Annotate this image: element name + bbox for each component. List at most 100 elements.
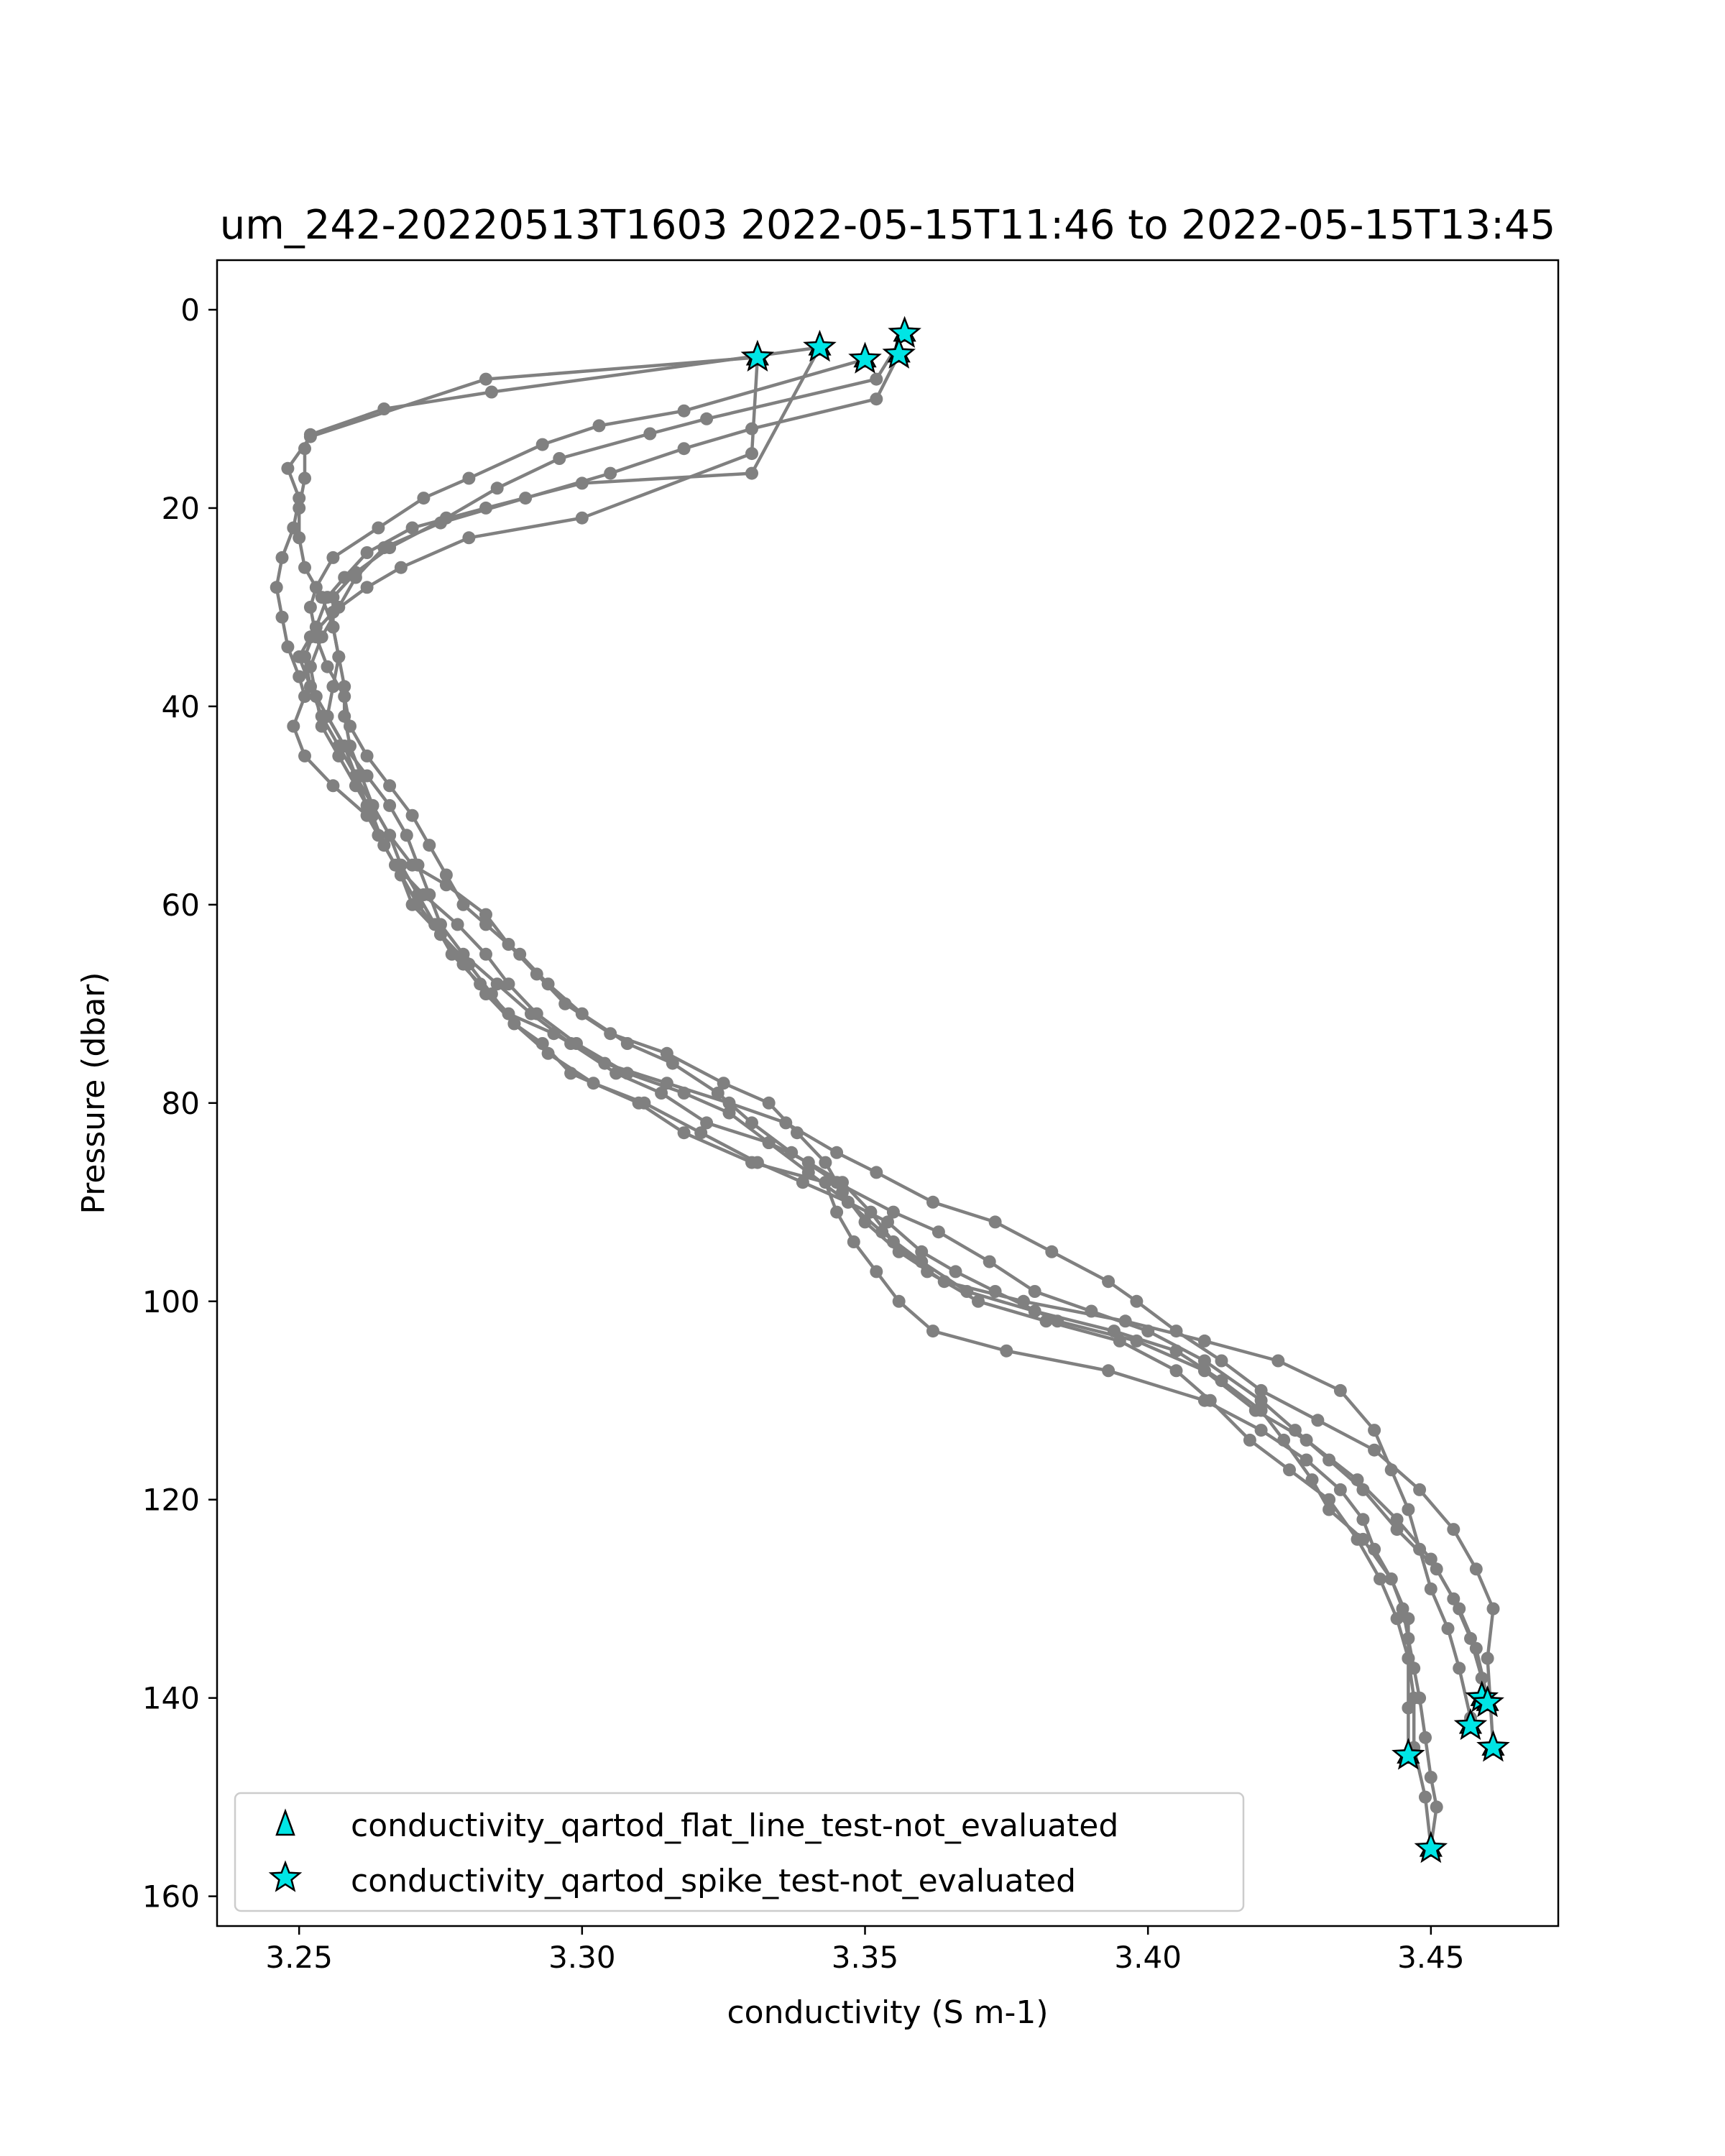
profile-point bbox=[1305, 1473, 1319, 1487]
profile-point bbox=[338, 680, 351, 694]
profile-point bbox=[332, 650, 346, 663]
profile-point bbox=[349, 571, 362, 584]
profile-point bbox=[293, 531, 306, 545]
y-tick-label: 20 bbox=[162, 491, 200, 526]
profile-point bbox=[1271, 1354, 1285, 1368]
profile-point bbox=[988, 1285, 1002, 1298]
profile-point bbox=[1283, 1463, 1296, 1477]
y-tick-label: 160 bbox=[142, 1879, 200, 1915]
profile-point bbox=[660, 1077, 673, 1090]
profile-point bbox=[326, 680, 340, 694]
profile-point bbox=[886, 1205, 900, 1219]
profile-point bbox=[575, 476, 589, 490]
spike-flag-marker bbox=[1476, 1730, 1510, 1762]
profile-point bbox=[1469, 1641, 1483, 1655]
profile-point bbox=[535, 1037, 549, 1050]
profile-point bbox=[1254, 1393, 1268, 1407]
profile-point bbox=[819, 1176, 832, 1189]
profile-point bbox=[287, 719, 300, 733]
profile-point bbox=[841, 1195, 855, 1209]
profile-point bbox=[490, 977, 504, 991]
legend: conductivity_qartod_flat_line_test-not_e… bbox=[234, 1792, 1245, 1912]
profile-point bbox=[1384, 1572, 1398, 1586]
plot-frame bbox=[216, 259, 1560, 1927]
profile-point bbox=[570, 1037, 583, 1050]
profile-point bbox=[932, 1225, 945, 1239]
profile-point bbox=[298, 650, 311, 663]
profile-point bbox=[1407, 1691, 1421, 1705]
profile-point bbox=[315, 630, 328, 644]
profile-point bbox=[383, 779, 397, 793]
profile-point bbox=[293, 501, 306, 515]
profile-point bbox=[349, 769, 362, 783]
profile-point bbox=[1447, 1523, 1460, 1537]
profile-point bbox=[1351, 1473, 1364, 1487]
profile-point bbox=[451, 918, 464, 931]
profile-point bbox=[553, 452, 566, 465]
x-tick-label: 3.25 bbox=[265, 1940, 333, 1975]
profile-point bbox=[405, 521, 419, 535]
profile-point bbox=[677, 1087, 691, 1100]
profile-point bbox=[360, 546, 374, 559]
profile-point bbox=[575, 511, 589, 525]
profile-point bbox=[1402, 1651, 1415, 1665]
profile-point bbox=[677, 442, 691, 456]
profile-point bbox=[383, 798, 397, 812]
profile-point bbox=[1215, 1374, 1228, 1388]
profile-point bbox=[1028, 1304, 1041, 1318]
profile-point bbox=[321, 591, 334, 604]
profile-point bbox=[303, 680, 317, 694]
profile-point bbox=[1384, 1463, 1398, 1477]
profile-point bbox=[293, 670, 306, 683]
profile-point bbox=[287, 521, 300, 535]
profile-point bbox=[303, 660, 317, 673]
profile-point bbox=[610, 1067, 623, 1080]
profile-point bbox=[366, 808, 380, 822]
profile-point bbox=[1197, 1364, 1211, 1378]
profile-point bbox=[1486, 1602, 1500, 1616]
profile-point bbox=[1419, 1790, 1432, 1804]
profile-point bbox=[655, 1087, 668, 1100]
profile-point bbox=[1203, 1393, 1217, 1407]
profile-point bbox=[445, 947, 459, 961]
profile-point bbox=[303, 630, 317, 644]
profile-point bbox=[666, 1056, 679, 1070]
profile-point bbox=[660, 1046, 673, 1060]
legend-box bbox=[234, 1792, 1245, 1912]
profile-point bbox=[1197, 1354, 1211, 1368]
spike-flag-marker bbox=[882, 336, 916, 369]
profile-point bbox=[677, 404, 691, 418]
profile-point bbox=[1419, 1731, 1432, 1744]
y-axis-label: Pressure (dbar) bbox=[75, 972, 112, 1214]
profile-point bbox=[1311, 1414, 1325, 1427]
profile-point bbox=[745, 447, 758, 461]
profile-point bbox=[281, 640, 295, 654]
legend-star-icon bbox=[268, 1860, 303, 1892]
profile-point bbox=[1430, 1800, 1443, 1814]
profile-point bbox=[1464, 1631, 1477, 1645]
profile-point bbox=[1424, 1582, 1438, 1595]
profile-point bbox=[638, 1096, 651, 1110]
profile-point bbox=[830, 1205, 844, 1219]
profile-point bbox=[1254, 1424, 1268, 1437]
profile-point bbox=[1085, 1304, 1098, 1318]
profile-point bbox=[937, 1275, 951, 1289]
profile-point bbox=[372, 829, 385, 842]
profile-point bbox=[1407, 1662, 1421, 1675]
profile-point bbox=[326, 620, 340, 634]
profile-point bbox=[439, 878, 453, 892]
profile-point bbox=[1333, 1483, 1347, 1496]
profile-point bbox=[1102, 1275, 1116, 1289]
profile-point bbox=[434, 516, 447, 530]
profile-point bbox=[315, 719, 328, 733]
y-tick-label: 140 bbox=[142, 1681, 200, 1716]
profile-point bbox=[462, 471, 476, 485]
profile-point bbox=[1481, 1651, 1494, 1665]
profile-point bbox=[762, 1136, 776, 1149]
profile-point bbox=[1390, 1612, 1404, 1626]
profile-point bbox=[326, 550, 340, 564]
profile-point bbox=[592, 419, 606, 433]
profile-point bbox=[1028, 1285, 1041, 1298]
profile-point bbox=[586, 1077, 600, 1090]
